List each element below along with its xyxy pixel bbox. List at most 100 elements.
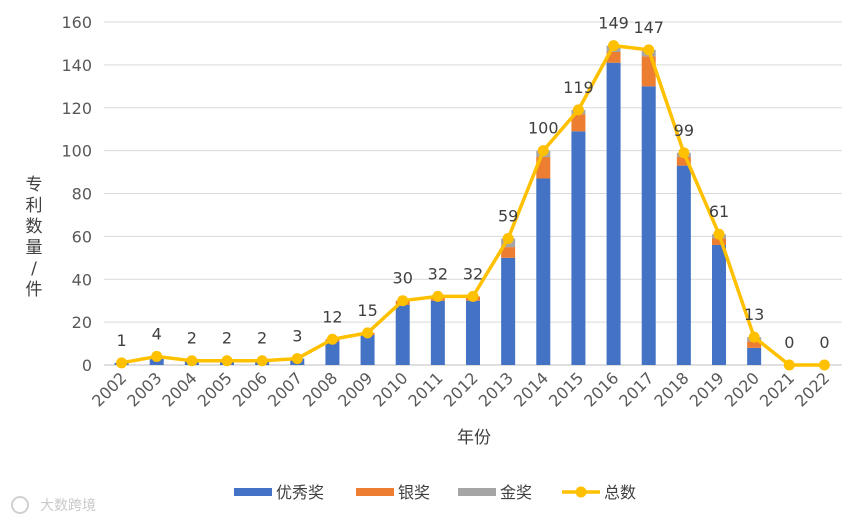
total-point [713,228,725,240]
bar-segment [571,114,586,132]
total-point [748,331,760,343]
watermark: 大数跨境 [11,496,96,514]
data-label: 2 [257,329,267,348]
y-tick-label: 80 [72,185,92,204]
total-point [256,355,268,367]
watermark-logo-icon [11,496,29,514]
bar-segment [501,247,516,258]
bar-segment [536,178,551,365]
y-tick-label: 60 [72,227,92,246]
total-point [643,44,655,56]
bar-segment [747,347,762,365]
legend-swatch [234,488,272,496]
total-point [221,355,233,367]
x-tick-label: 2021 [756,368,798,410]
x-tick-label: 2015 [545,368,587,410]
y-tick-label: 40 [72,270,92,289]
bar-segment [676,157,691,166]
bar-segment [501,257,516,365]
legend-label: 金奖 [500,483,532,502]
x-tick-label: 2009 [334,368,376,410]
x-tick-label: 2016 [580,368,622,410]
x-tick-label: 2005 [194,368,236,410]
bar-segment [712,238,726,245]
legend: 优秀奖 银奖 金奖 总数 [234,483,636,502]
x-tick-label: 2017 [615,368,657,410]
x-tick-label: 2002 [88,368,130,410]
total-point [818,359,830,371]
total-point [783,359,795,371]
data-label: 0 [819,333,829,352]
bar-segment [430,300,445,365]
x-tick-label: 2013 [475,368,517,410]
y-tick-label: 140 [61,56,92,75]
legend-swatch [356,488,394,496]
y-axis-ticks: 0 20 40 60 80 100 120 140 160 [61,13,92,375]
data-label: 15 [357,301,377,320]
x-axis-title: 年份 [457,428,491,448]
y-tick-label: 100 [61,142,92,161]
total-point [572,104,584,116]
data-label: 32 [428,264,448,283]
x-tick-label: 2004 [158,368,200,410]
data-label: 2 [222,329,232,348]
data-label: 1 [116,331,126,350]
bar-segment [747,341,762,348]
data-labels: 1 4 2 2 2 3 12 15 30 32 32 59 100 119 149 147 99 61 13 0 0 [116,14,829,352]
y-tick-label: 160 [61,13,92,32]
legend-marker [575,486,587,498]
x-tick-label: 2006 [229,368,271,410]
total-point [362,327,374,339]
data-label: 13 [744,305,764,324]
legend-label: 总数 [604,483,636,502]
total-point [397,295,409,307]
total-point [326,333,338,345]
bar-segment [360,334,375,365]
y-tick-label: 20 [72,313,92,332]
data-label: 0 [784,333,794,352]
total-point [678,147,690,159]
bar-segment [641,86,656,365]
bar-segment [325,341,340,365]
data-label: 61 [709,202,729,221]
x-tick-label: 2011 [404,368,446,410]
data-label: 32 [463,264,483,283]
x-tick-label: 2022 [791,368,833,410]
data-label: 100 [528,119,559,138]
bar-segment [712,244,726,365]
total-point [608,40,620,52]
x-tick-label: 2007 [264,368,306,410]
data-label: 30 [393,269,413,288]
x-tick-label: 2010 [369,368,411,410]
total-point [151,350,163,362]
y-tick-label: 0 [82,356,92,375]
total-point [502,233,514,245]
bar-segment [676,165,691,365]
x-tick-label: 2003 [123,368,165,410]
gridlines [104,21,842,366]
total-point [116,357,128,369]
x-tick-label: 2014 [510,368,552,410]
bar-segment [606,62,621,365]
data-label: 4 [152,324,162,343]
x-tick-label: 2008 [299,368,341,410]
x-tick-label: 2020 [721,368,763,410]
total-point [537,145,549,157]
total-point [467,290,479,302]
watermark-text: 大数跨境 [40,498,96,514]
data-label: 119 [563,78,594,97]
data-label: 59 [498,207,518,226]
x-tick-label: 2018 [650,368,692,410]
total-point [291,353,303,365]
total-point [432,290,444,302]
x-axis-ticks: 2002200320042005200620072008200920102011… [88,368,833,410]
y-axis-title: 专利数量/件 [26,175,43,300]
data-label: 12 [322,307,342,326]
legend-swatch [458,488,496,496]
data-label: 2 [187,329,197,348]
bar-segment [395,304,410,365]
bar-segment [466,300,480,365]
bar-segment [571,131,586,365]
x-tick-label: 2012 [440,368,482,410]
